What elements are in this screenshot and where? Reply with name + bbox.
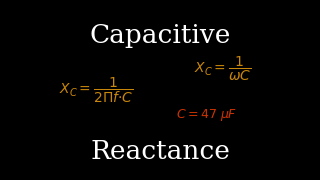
Text: $X_C = \dfrac{1}{2\Pi f{\cdot}C}$: $X_C = \dfrac{1}{2\Pi f{\cdot}C}$ (59, 75, 133, 105)
Text: $C = 47\ \mu F$: $C = 47\ \mu F$ (176, 107, 237, 123)
Text: Reactance: Reactance (90, 139, 230, 164)
Text: $X_C = \dfrac{1}{\omega C}$: $X_C = \dfrac{1}{\omega C}$ (194, 54, 251, 83)
Text: Capacitive: Capacitive (89, 24, 231, 48)
